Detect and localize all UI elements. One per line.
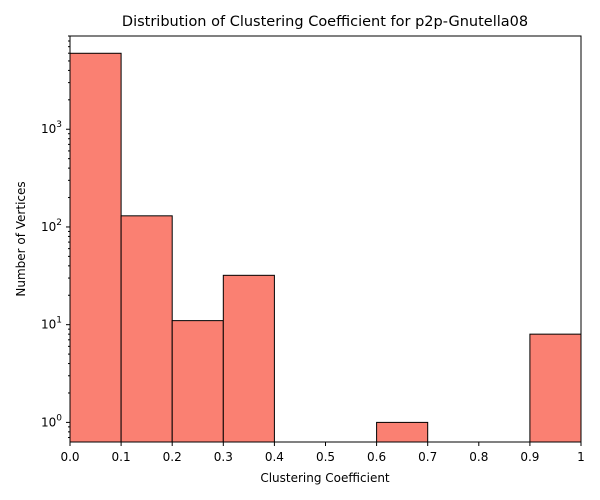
plot-frame xyxy=(69,35,582,443)
y-axis-label: Number of Vertices xyxy=(14,181,28,296)
histogram-bar xyxy=(120,215,173,443)
histogram-bar xyxy=(222,274,275,443)
x-axis-label: Clustering Coefficient xyxy=(260,471,390,485)
histogram-bar xyxy=(69,52,122,443)
x-tick-label: 0.2 xyxy=(163,450,182,464)
ticks-layer: 0.0 0.1 0.2 0.3 0.4 0.5 0.6 0.7 0.8 0.9 1 100 101 102… xyxy=(41,35,585,464)
y-tick-label: 100 xyxy=(41,413,62,429)
histogram-bar xyxy=(529,333,582,443)
y-tick-label: 102 xyxy=(41,218,62,234)
x-tick-label: 0.5 xyxy=(316,450,335,464)
x-tick-label: 0.6 xyxy=(367,450,386,464)
x-tick-label: 0.4 xyxy=(265,450,284,464)
histogram-bar xyxy=(376,421,429,443)
x-tick-label: 0.7 xyxy=(418,450,437,464)
y-tick-label: 103 xyxy=(41,120,62,136)
x-tick-label: 0.8 xyxy=(469,450,488,464)
x-tick-label: 1 xyxy=(577,450,585,464)
bars-layer xyxy=(69,52,582,443)
histogram-bar xyxy=(171,320,224,443)
chart-title: Distribution of Clustering Coefficient f… xyxy=(122,14,528,30)
x-tick-label: 0.9 xyxy=(520,450,539,464)
x-tick-label: 0.0 xyxy=(60,450,79,464)
x-tick-label: 0.3 xyxy=(214,450,233,464)
y-tick-label: 101 xyxy=(41,316,62,332)
x-tick-label: 0.1 xyxy=(112,450,131,464)
